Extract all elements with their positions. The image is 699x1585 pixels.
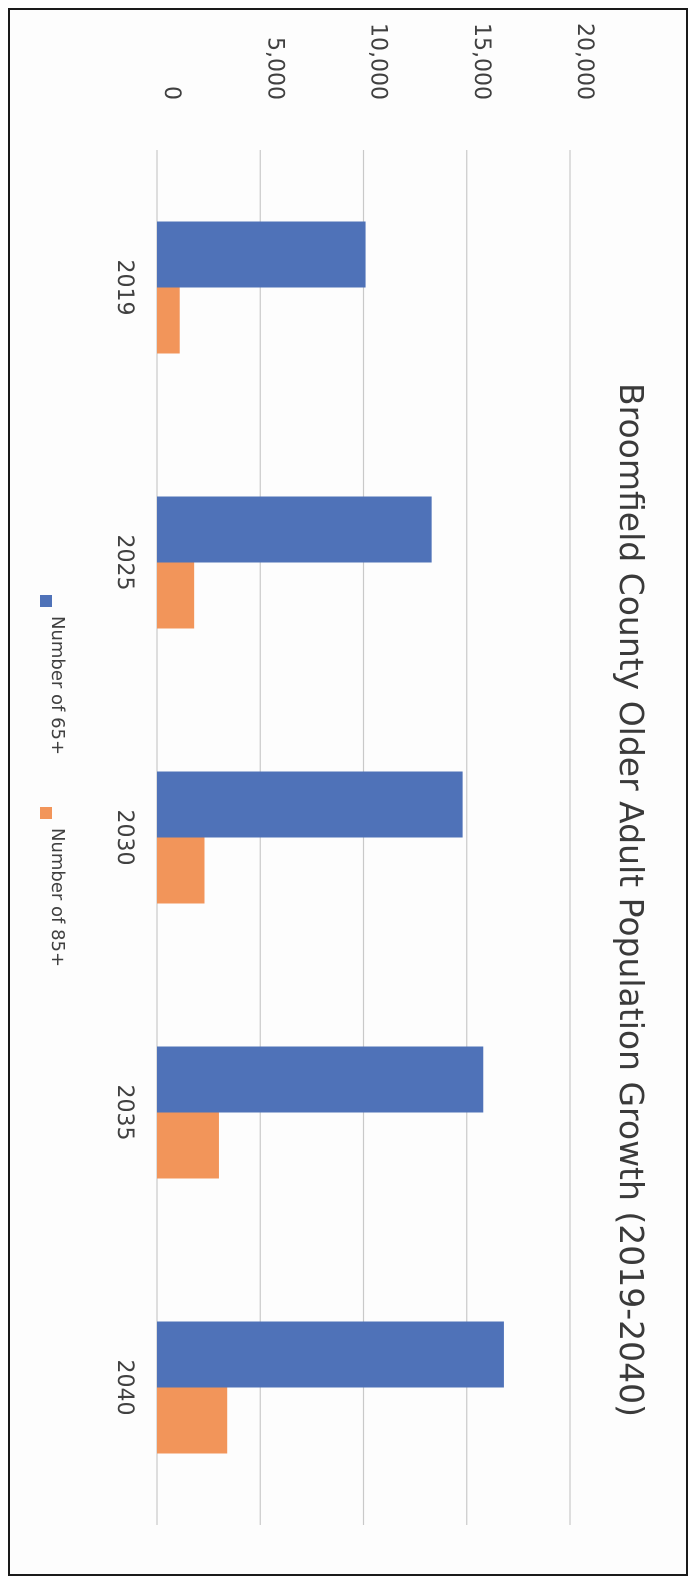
- bars: [157, 221, 504, 1454]
- bar-age-85-plus-2035: [157, 1112, 219, 1179]
- bar-age-65-plus-2035: [157, 1046, 484, 1113]
- bar-age-85-plus-2040: [157, 1387, 228, 1454]
- category-tick-label: 2025: [112, 535, 137, 591]
- value-tick-label: 10,000: [366, 23, 391, 100]
- category-tick-label: 2030: [112, 810, 137, 866]
- value-tick-label: 0: [159, 86, 184, 100]
- category-tick-label: 2035: [112, 1085, 137, 1141]
- chart-title: Broomfield County Older Adult Population…: [612, 383, 651, 1417]
- bar-age-85-plus-2030: [157, 837, 205, 904]
- bar-age-65-plus-2025: [157, 496, 432, 563]
- value-tick-label: 20,000: [572, 23, 597, 100]
- value-tick-label: 5,000: [262, 37, 287, 100]
- legend-label: Number of 85+: [47, 828, 68, 967]
- legend-label: Number of 65+: [47, 616, 68, 755]
- bar-age-65-plus-2030: [157, 771, 463, 838]
- legend-swatch: [40, 807, 52, 819]
- category-axis-ticks: 2019 2025 2030 2035 2040: [112, 260, 137, 1416]
- value-tick-label: 15,000: [469, 23, 494, 100]
- bar-age-65-plus-2040: [157, 1321, 504, 1388]
- bar-age-85-plus-2019: [157, 287, 180, 354]
- bar-age-85-plus-2025: [157, 562, 195, 629]
- legend: Number of 65+ Number of 85+: [40, 595, 68, 967]
- value-axis-ticks: 0 5,000 10,000 15,000 20,000: [159, 23, 597, 100]
- category-tick-label: 2019: [112, 260, 137, 316]
- category-tick-label: 2040: [112, 1360, 137, 1416]
- bar-age-65-plus-2019: [157, 221, 366, 288]
- legend-swatch: [40, 595, 52, 607]
